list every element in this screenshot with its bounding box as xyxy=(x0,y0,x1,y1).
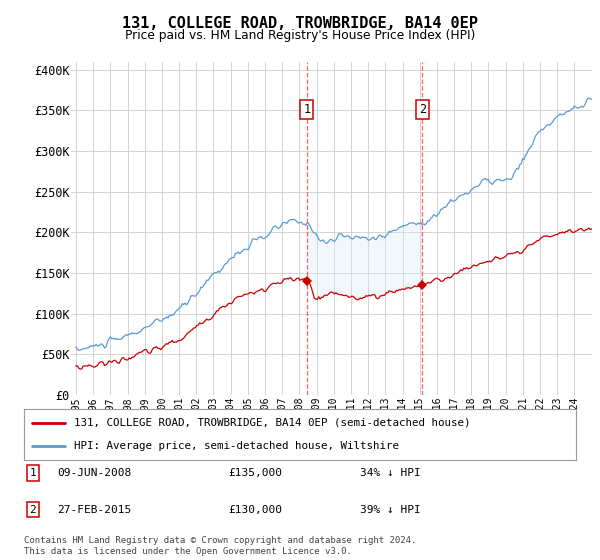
Text: 1: 1 xyxy=(29,468,37,478)
Text: 131, COLLEGE ROAD, TROWBRIDGE, BA14 0EP: 131, COLLEGE ROAD, TROWBRIDGE, BA14 0EP xyxy=(122,16,478,31)
Text: £130,000: £130,000 xyxy=(228,505,282,515)
Text: Contains HM Land Registry data © Crown copyright and database right 2024.
This d: Contains HM Land Registry data © Crown c… xyxy=(24,536,416,556)
Text: HPI: Average price, semi-detached house, Wiltshire: HPI: Average price, semi-detached house,… xyxy=(74,441,398,451)
Text: Price paid vs. HM Land Registry's House Price Index (HPI): Price paid vs. HM Land Registry's House … xyxy=(125,29,475,42)
Text: 39% ↓ HPI: 39% ↓ HPI xyxy=(360,505,421,515)
Text: 2: 2 xyxy=(419,104,426,116)
Text: 27-FEB-2015: 27-FEB-2015 xyxy=(57,505,131,515)
Text: £135,000: £135,000 xyxy=(228,468,282,478)
Text: 09-JUN-2008: 09-JUN-2008 xyxy=(57,468,131,478)
Text: 131, COLLEGE ROAD, TROWBRIDGE, BA14 0EP (semi-detached house): 131, COLLEGE ROAD, TROWBRIDGE, BA14 0EP … xyxy=(74,418,470,428)
Text: 1: 1 xyxy=(304,104,311,116)
Text: 2: 2 xyxy=(29,505,37,515)
Text: 34% ↓ HPI: 34% ↓ HPI xyxy=(360,468,421,478)
